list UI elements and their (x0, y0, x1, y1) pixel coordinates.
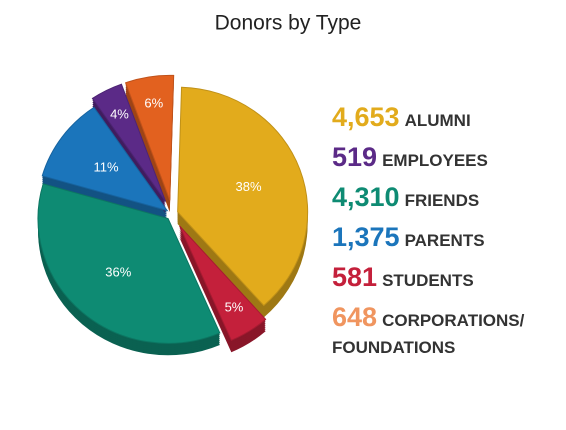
legend-item: 4,653 ALUMNI (332, 104, 562, 135)
slice-label: 6% (144, 95, 163, 110)
legend-item: 519 EMPLOYEES (332, 144, 562, 175)
legend-label: PARENTS (404, 231, 485, 250)
slice (124, 74, 175, 201)
legend-item: 1,375 PARENTS (332, 224, 562, 255)
legend-label: STUDENTS (382, 271, 474, 290)
legend: 4,653 ALUMNI 519 EMPLOYEES 4,310 FRIENDS 1,375… (332, 104, 562, 371)
slice (91, 83, 167, 202)
chart-title: Donors by Type (215, 12, 362, 35)
legend-item: 4,310 FRIENDS (332, 184, 562, 215)
legend-label: EMPLOYEES (382, 151, 488, 170)
slice-label: 38% (236, 179, 262, 194)
slice-label: 36% (105, 264, 131, 279)
slice-label: 11% (94, 159, 119, 174)
legend-count: 581 (332, 262, 378, 292)
legend-count: 1,375 (332, 222, 400, 252)
slice (41, 106, 169, 212)
slice (177, 86, 309, 307)
legend-count: 4,310 (332, 182, 400, 212)
slice (37, 183, 221, 344)
slice-label: 4% (110, 106, 129, 121)
slice (179, 225, 267, 341)
pie (37, 74, 309, 356)
legend-label: FRIENDS (404, 191, 480, 210)
legend-count: 648 (332, 302, 378, 332)
legend-count: 519 (332, 142, 378, 172)
legend-item: 648 CORPORATIONS/ FOUNDATIONS (332, 304, 562, 362)
legend-count: 4,653 (332, 102, 400, 132)
legend-item: 581 STUDENTS (332, 264, 562, 295)
legend-label: CORPORATIONS/ FOUNDATIONS (332, 311, 525, 357)
legend-label: ALUMNI (404, 111, 471, 130)
slice-label: 5% (225, 299, 244, 314)
